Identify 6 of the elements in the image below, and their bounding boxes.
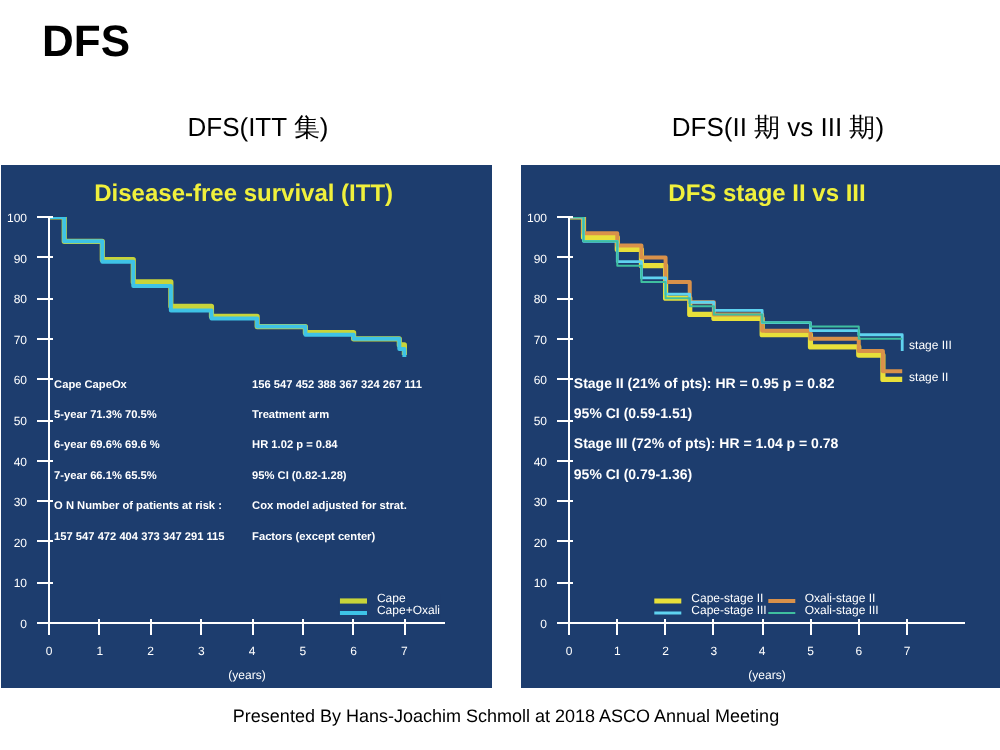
text: Presented By Hans-Joachim Schmoll at 2018 ASCO Annual Meeting	[230, 704, 782, 730]
chart-title: DFS(II 期 vs III 期)	[669, 110, 887, 146]
chart-title: DFS(ITT 集)	[185, 110, 331, 146]
text: DFS	[40, 14, 130, 70]
chart-subtitle: Disease-free survival (ITT)	[94, 179, 394, 207]
chart-subtitle: DFS stage II vs III	[668, 179, 866, 207]
